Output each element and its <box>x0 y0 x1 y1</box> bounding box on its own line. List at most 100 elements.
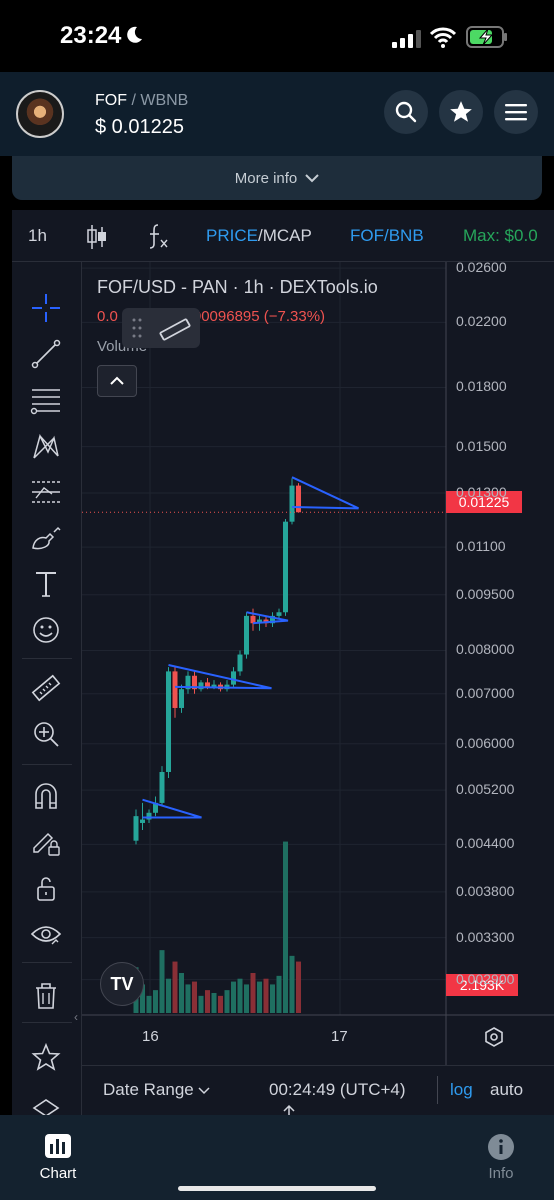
hide-toolbar-icon[interactable] <box>30 1092 62 1115</box>
volume-bar <box>224 990 230 1013</box>
zoom-in-icon[interactable] <box>30 718 62 750</box>
fib-retracement-icon[interactable] <box>30 384 62 416</box>
mcap-option[interactable]: /MCAP <box>257 226 312 245</box>
tab-chart-label: Chart <box>39 1165 77 1182</box>
floating-drawing-toolbar[interactable] <box>122 308 200 348</box>
tradingview-logo[interactable]: TV <box>100 962 144 1006</box>
emoji-icon[interactable] <box>30 614 62 646</box>
price-option[interactable]: PRICE <box>206 226 258 245</box>
status-bar: 23:24 <box>0 0 554 72</box>
prediction-icon[interactable] <box>30 476 62 508</box>
search-button[interactable] <box>384 90 428 134</box>
candle-body <box>289 485 295 522</box>
price-axis-label: 0.007000 <box>456 684 515 701</box>
search-icon <box>395 101 417 123</box>
chevron-up-icon <box>110 376 124 385</box>
ruler-icon[interactable] <box>30 672 62 704</box>
volume-bar <box>244 984 249 1013</box>
candle-body <box>257 619 262 624</box>
interval-selector[interactable]: 1h <box>28 226 47 245</box>
candle-body <box>159 771 165 803</box>
volume-bar <box>166 978 171 1013</box>
legend-title: FOF/USD - PAN · 1h · DEXTools.io <box>97 277 378 297</box>
cellular-signal-icon <box>392 30 421 48</box>
eye-icon[interactable] <box>30 918 62 950</box>
price-axis-label: 0.003300 <box>456 928 515 945</box>
more-info-button[interactable]: More info <box>12 156 542 200</box>
volume-bar <box>172 961 178 1013</box>
legend-ohlc: 0.0 00096895 (−7.33%) <box>97 308 325 325</box>
star-icon <box>450 101 472 122</box>
drag-handle-icon[interactable] <box>130 316 144 340</box>
legend-collapse-button[interactable] <box>97 365 137 397</box>
price-axis-label: 0.002900 <box>456 970 515 987</box>
volume-bar <box>159 950 165 1013</box>
chevron-down-icon <box>305 174 319 183</box>
price-axis-label: 0.009500 <box>456 585 515 602</box>
candle-body <box>166 671 171 772</box>
chart-settings-icon[interactable] <box>483 1026 505 1048</box>
divider <box>437 1076 438 1104</box>
candle-body <box>172 671 178 708</box>
volume-bar <box>231 981 236 1013</box>
candle-body <box>205 682 210 687</box>
volume-bar <box>218 995 223 1013</box>
candle-body <box>276 612 282 616</box>
menu-button[interactable] <box>494 90 538 134</box>
volume-bar <box>192 981 197 1013</box>
trend-line-icon[interactable] <box>30 338 62 370</box>
favorite-button[interactable] <box>439 90 483 134</box>
home-indicator <box>178 1186 376 1191</box>
bar-chart-icon <box>45 1134 71 1158</box>
price-axis-label: 0.01800 <box>456 378 507 395</box>
price-axis-label: 0.01100 <box>456 538 506 555</box>
volume-bar <box>198 995 204 1013</box>
drawn-triangle-1 <box>142 798 202 819</box>
unlock-icon[interactable] <box>30 872 62 904</box>
brush-icon[interactable] <box>30 522 62 554</box>
volume-bar <box>205 990 210 1013</box>
battery-charging-icon <box>466 26 507 48</box>
volume-bar <box>237 978 243 1013</box>
bottom-tab-bar: Chart Info <box>0 1115 554 1200</box>
text-tool-icon[interactable] <box>30 568 62 600</box>
moon-icon <box>127 26 142 43</box>
hamburger-icon <box>505 104 527 121</box>
toolbar-divider <box>22 962 72 963</box>
resize-vertical-icon[interactable] <box>282 1104 296 1115</box>
volume-bar <box>283 841 288 1013</box>
candle-body <box>296 485 301 513</box>
more-info-label: More info <box>234 169 298 187</box>
trash-icon[interactable] <box>30 980 62 1012</box>
indicators-icon[interactable] <box>146 222 170 250</box>
candle-body <box>283 521 288 613</box>
info-icon <box>488 1134 514 1160</box>
candle-body <box>231 671 236 685</box>
candle-body <box>192 675 197 690</box>
date-range-button[interactable]: Date Range <box>103 1080 210 1100</box>
tab-info-label: Info <box>488 1165 514 1182</box>
legend-ohlc-change: 00096895 (−7.33%) <box>192 308 326 325</box>
volume-bar <box>276 975 282 1013</box>
price-chart[interactable] <box>12 210 554 1065</box>
parallel-channel-icon[interactable] <box>158 313 192 343</box>
candles-icon[interactable] <box>86 224 108 250</box>
price-mcap-toggle[interactable]: PRICE/MCAP <box>206 226 312 246</box>
pair-toggle[interactable]: FOF/BNB <box>350 226 424 245</box>
lock-drawing-icon[interactable] <box>30 826 62 858</box>
magnet-icon[interactable] <box>30 780 62 812</box>
auto-scale-toggle[interactable]: auto <box>490 1080 524 1099</box>
log-scale-toggle[interactable]: log <box>450 1080 473 1099</box>
tab-info[interactable]: Info <box>461 1133 541 1182</box>
tab-chart[interactable]: Chart <box>18 1133 98 1182</box>
collapse-arrow-icon[interactable]: ‹ <box>74 1010 78 1024</box>
price-axis-label: 0.01500 <box>456 437 507 454</box>
pattern-icon[interactable] <box>30 430 62 462</box>
token-logo <box>16 90 64 138</box>
volume-bar <box>263 978 269 1013</box>
chart-clock[interactable]: 00:24:49 (UTC+4) <box>269 1080 406 1099</box>
star-favorite-tools-icon[interactable] <box>30 1042 62 1074</box>
price-axis-label: 0.01300 <box>456 483 507 500</box>
last-volume-tag: 2.193K <box>446 974 518 996</box>
crosshair-icon[interactable] <box>30 292 62 324</box>
